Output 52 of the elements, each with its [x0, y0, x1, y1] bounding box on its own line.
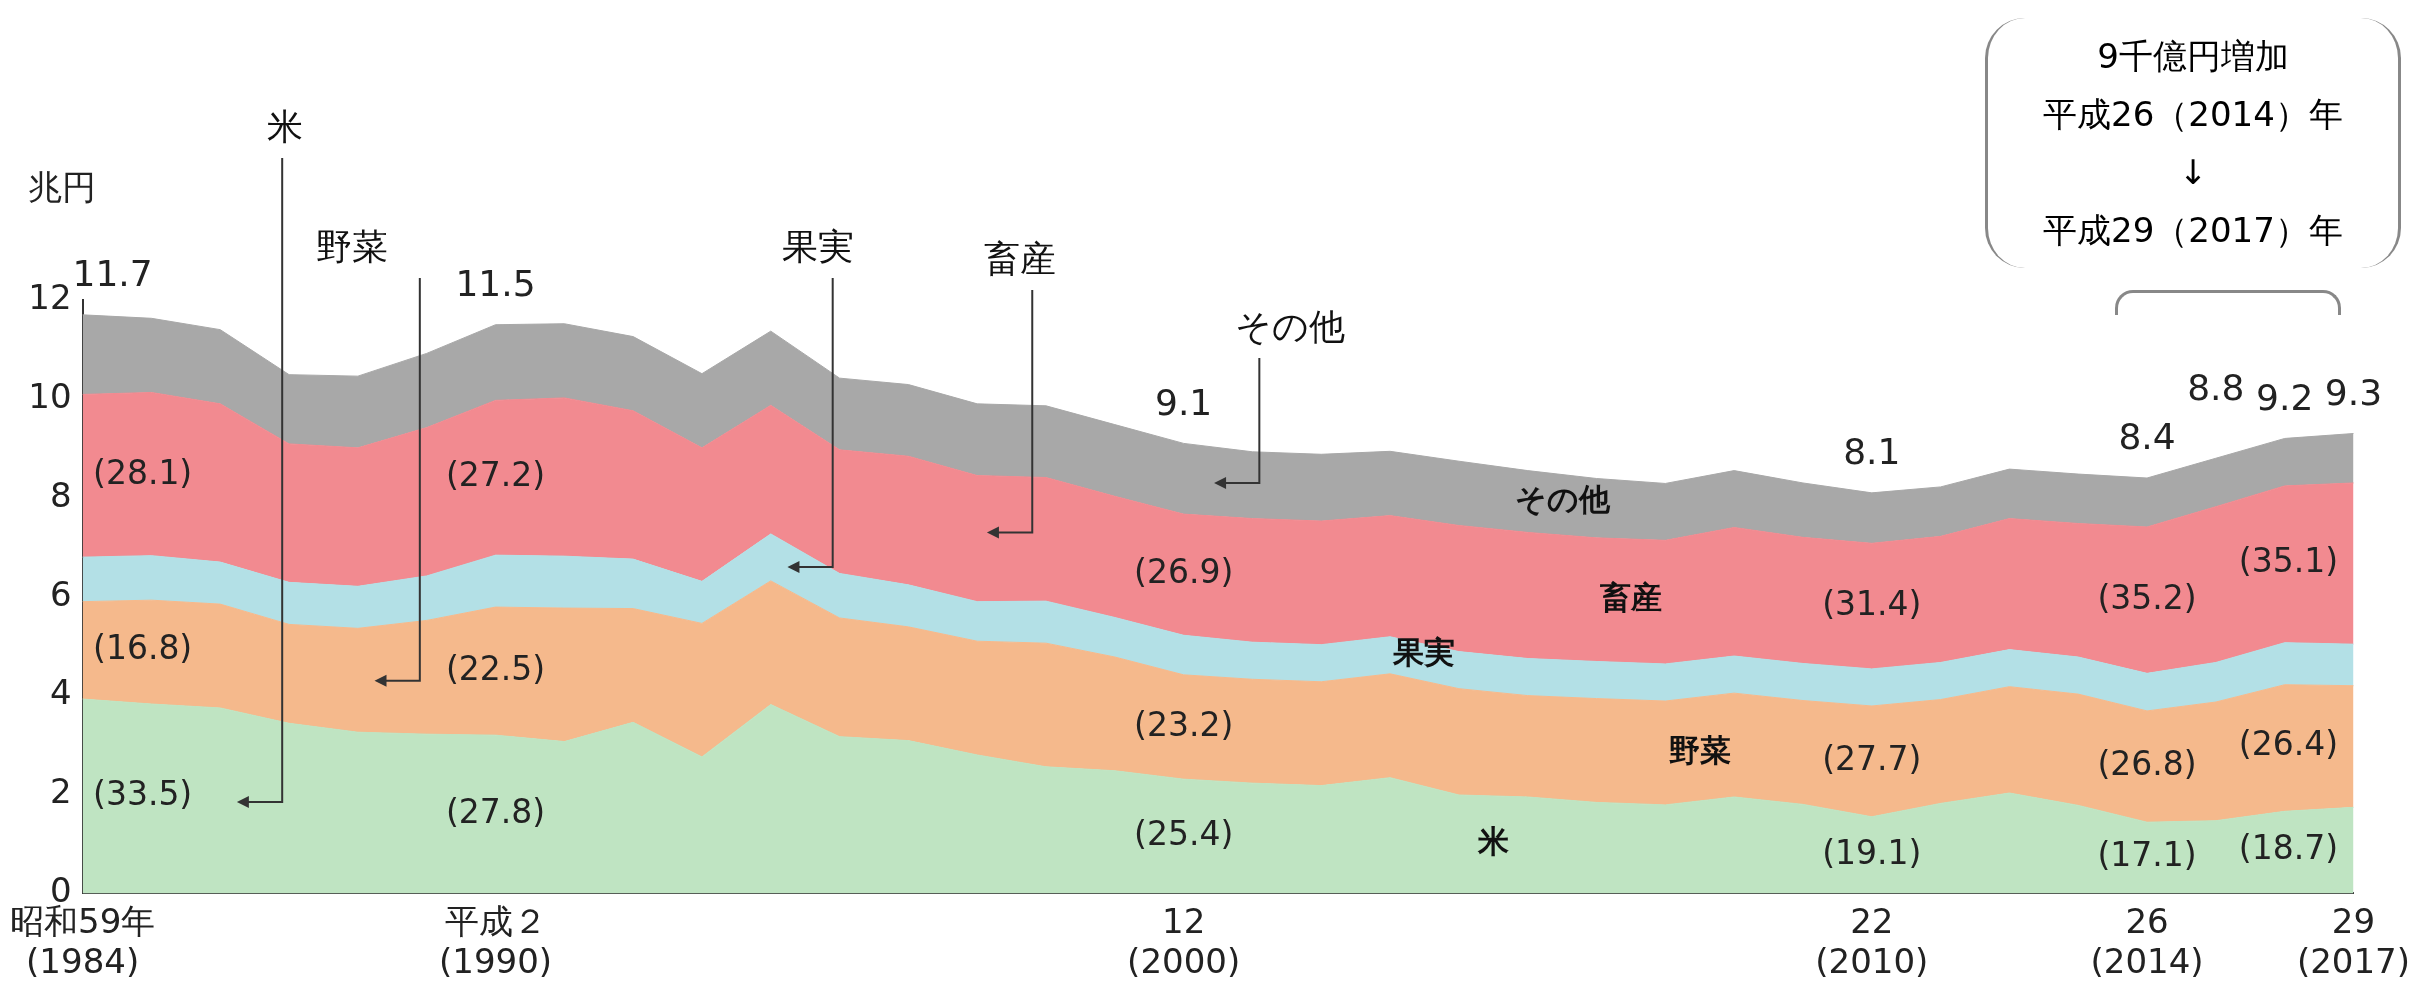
- annotation: (18.7): [2238, 827, 2339, 867]
- y-tick-label: 6: [49, 573, 72, 614]
- series-label: 畜産: [1599, 578, 1662, 615]
- text: 平成29（2017）年: [2043, 209, 2343, 252]
- total-label: 11.7: [72, 253, 153, 295]
- series-label: 米: [1476, 823, 1509, 860]
- text: 9千億円増加: [2097, 35, 2289, 78]
- y-axis-title: 兆円: [28, 166, 96, 207]
- text: 平成26（2014）年: [2043, 93, 2343, 136]
- total-label: 9.1: [1155, 381, 1213, 423]
- x-tick-label: 12 (2000): [1127, 900, 1241, 982]
- annotation: (27.8): [445, 791, 546, 831]
- annotation: (26.9): [1134, 552, 1234, 592]
- series-label: その他: [1514, 480, 1611, 517]
- annotation: (22.5): [445, 648, 546, 688]
- annotation: (31.4): [1822, 583, 1922, 623]
- annotation: その他: [1235, 306, 1345, 348]
- y-tick-label: 2: [49, 771, 72, 812]
- annotation: (27.2): [445, 455, 546, 495]
- x-tick-label: 平成２ (1990): [438, 900, 553, 982]
- text: 果実: [782, 226, 854, 268]
- annotation: (35.2): [2097, 577, 2197, 617]
- annotation: (33.5): [93, 773, 193, 813]
- annotation: (26.8): [2097, 744, 2197, 784]
- y-tick-label: 12: [28, 276, 72, 317]
- x-tick-label: 29 (2017): [2296, 900, 2410, 982]
- annotation: (17.1): [2097, 835, 2197, 875]
- annotation: (23.2): [1134, 704, 1234, 744]
- total-label: 11.5: [455, 263, 536, 305]
- y-tick-label: 10: [28, 375, 72, 416]
- total-label: 8.4: [2118, 416, 2176, 458]
- text: ↓: [2178, 151, 2208, 194]
- annotation: (19.1): [1822, 832, 1922, 872]
- x-tick-label: 26 (2014): [2090, 900, 2204, 982]
- annotation: (28.1): [93, 453, 193, 493]
- text: 野菜: [316, 226, 388, 268]
- annotation: (27.7): [1822, 738, 1922, 778]
- y-tick-label: 8: [49, 474, 72, 515]
- series-label: 野菜: [1668, 732, 1731, 769]
- y-tick-label: 4: [49, 672, 72, 713]
- annotation: (16.8): [93, 627, 193, 667]
- annotation: (26.4): [2238, 724, 2339, 764]
- total-label: 9.2: [2256, 376, 2314, 418]
- x-tick-label: 22 (2010): [1815, 900, 1929, 982]
- text: 米: [267, 106, 303, 148]
- series-label: 果実: [1392, 634, 1456, 671]
- total-label: 8.1: [1843, 431, 1901, 473]
- total-label: 8.8: [2187, 366, 2245, 408]
- annotation: (25.4): [1134, 813, 1234, 853]
- annotation: (35.1): [2238, 541, 2339, 581]
- total-label: 9.3: [2324, 371, 2383, 413]
- text: 畜産: [984, 238, 1056, 280]
